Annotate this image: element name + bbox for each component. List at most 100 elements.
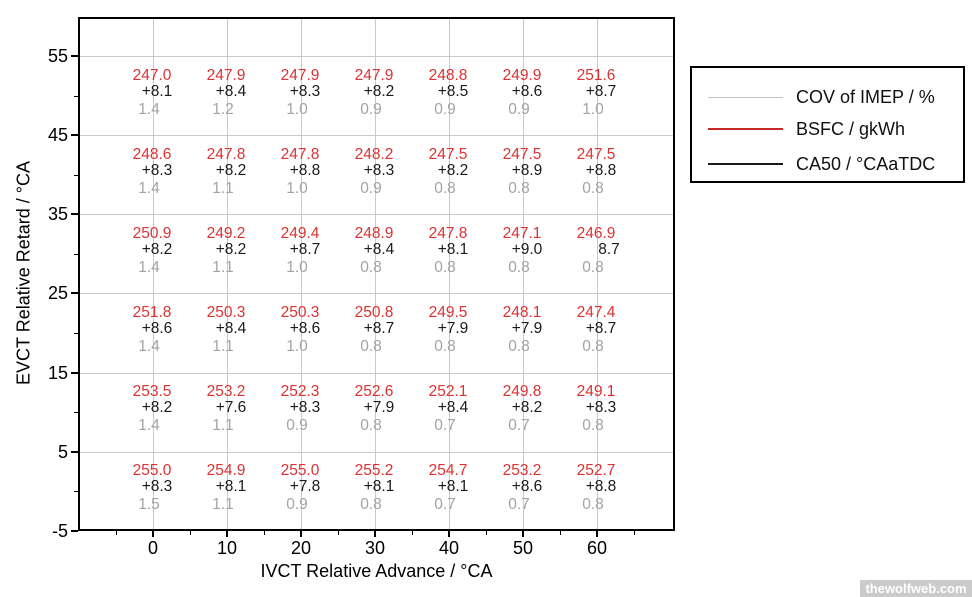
gridline-horizontal xyxy=(78,372,675,374)
bsfc-value-label: 253.2 xyxy=(206,383,246,401)
y-tick-label: 45 xyxy=(47,125,68,146)
legend-entry-bsfc: BSFC / gkWh xyxy=(708,118,905,140)
y-tick-label: 35 xyxy=(47,204,68,225)
y-major-tick xyxy=(71,54,78,57)
ca50-value-label: +8.4 xyxy=(437,399,469,417)
cov-value-label: 1.4 xyxy=(138,100,160,118)
bsfc-line-swatch xyxy=(708,128,783,130)
bsfc-value-label: 253.2 xyxy=(502,462,542,480)
cov-value-label: 0.7 xyxy=(434,496,456,514)
x-major-tick xyxy=(226,531,228,537)
x-minor-tick xyxy=(412,531,413,535)
ca50-value-label: +8.2 xyxy=(363,82,395,100)
x-major-tick xyxy=(300,531,302,537)
bsfc-value-label: 248.6 xyxy=(132,145,172,163)
x-minor-tick xyxy=(116,531,117,535)
cov-value-label: 0.9 xyxy=(360,179,382,197)
y-minor-tick xyxy=(74,333,78,335)
cov-value-label: 0.9 xyxy=(360,100,382,118)
bsfc-value-label: 251.6 xyxy=(576,66,616,84)
bsfc-value-label: 250.3 xyxy=(280,304,320,322)
cov-value-label: 0.7 xyxy=(434,417,456,435)
cov-value-label: 0.8 xyxy=(434,179,456,197)
x-tick-label: 30 xyxy=(364,538,386,558)
y-minor-tick xyxy=(74,491,78,493)
ca50-value-label: +8.4 xyxy=(215,82,247,100)
y-major-tick xyxy=(71,371,78,374)
ca50-value-label: +8.3 xyxy=(585,399,617,417)
gridline-horizontal xyxy=(78,293,675,295)
cov-value-label: 1.4 xyxy=(138,338,160,356)
bsfc-value-label: 248.8 xyxy=(428,66,468,84)
cov-value-label: 1.1 xyxy=(212,258,234,276)
ca50-value-label: +7.8 xyxy=(289,478,321,496)
ca50-value-label: +8.2 xyxy=(141,240,173,258)
x-major-tick xyxy=(596,531,598,537)
y-tick-label: -5 xyxy=(51,521,68,541)
ca50-value-label: +8.4 xyxy=(363,240,395,258)
ca50-value-label: +8.6 xyxy=(511,82,543,100)
cov-value-label: 0.9 xyxy=(434,100,456,118)
cov-value-label: 0.8 xyxy=(582,417,604,435)
ca50-value-label: +8.3 xyxy=(289,82,321,100)
bsfc-value-label: 247.0 xyxy=(132,66,172,84)
bsfc-value-label: 252.1 xyxy=(428,383,468,401)
ca50-value-label: +8.3 xyxy=(141,161,173,179)
ca50-value-label: 8.7 xyxy=(598,240,620,258)
ca50-value-label: +8.6 xyxy=(289,320,321,338)
cov-value-label: 0.9 xyxy=(508,100,530,118)
ca50-value-label: +8.8 xyxy=(585,478,617,496)
bsfc-value-label: 251.8 xyxy=(132,304,172,322)
cov-value-label: 1.5 xyxy=(138,496,160,514)
gridline-horizontal xyxy=(78,214,675,216)
bsfc-value-label: 248.2 xyxy=(354,145,394,163)
cov-value-label: 0.8 xyxy=(508,258,530,276)
cov-value-label: 0.8 xyxy=(582,258,604,276)
ca50-value-label: +8.7 xyxy=(585,320,617,338)
bsfc-value-label: 249.9 xyxy=(502,66,542,84)
bsfc-value-label: 247.8 xyxy=(280,145,320,163)
x-tick-label: 40 xyxy=(438,538,460,558)
y-minor-tick xyxy=(74,412,78,414)
x-tick-label: 0 xyxy=(147,538,158,558)
x-tick-label: 20 xyxy=(290,538,312,558)
ca50-value-label: +8.7 xyxy=(585,82,617,100)
cov-value-label: 0.8 xyxy=(582,338,604,356)
cov-line-swatch xyxy=(708,96,783,98)
plot-area: 0 10 20 30 40 50 60 55 45 35 25 15 5 -5 247.0 +8.1 1.4 24… xyxy=(48,17,675,557)
y-tick-label: 25 xyxy=(47,283,68,304)
cov-value-label: 0.8 xyxy=(360,496,382,514)
gridline-horizontal xyxy=(78,135,675,137)
ca50-value-label: +9.0 xyxy=(511,240,543,258)
bsfc-value-label: 253.5 xyxy=(132,383,172,401)
cov-value-label: 0.8 xyxy=(360,338,382,356)
gridline-vertical xyxy=(449,17,450,531)
bsfc-value-label: 254.7 xyxy=(428,462,468,480)
gridline-horizontal xyxy=(78,451,675,453)
cov-value-label: 0.9 xyxy=(286,496,308,514)
cov-value-label: 0.8 xyxy=(434,338,456,356)
x-axis-title: IVCT Relative Advance / °CA xyxy=(260,561,493,581)
ca50-value-label: +7.9 xyxy=(363,399,395,417)
bsfc-value-label: 250.3 xyxy=(206,304,246,322)
cov-value-label: 1.2 xyxy=(212,100,234,118)
cov-value-label: 1.4 xyxy=(138,179,160,197)
bsfc-value-label: 247.5 xyxy=(502,145,542,163)
ca50-value-label: +8.7 xyxy=(289,240,321,258)
x-minor-tick xyxy=(560,531,561,535)
bsfc-value-label: 248.1 xyxy=(502,304,542,322)
gridline-vertical xyxy=(153,17,154,531)
bsfc-value-label: 247.4 xyxy=(576,304,616,322)
cov-value-label: 0.8 xyxy=(508,338,530,356)
x-tick-label: 10 xyxy=(216,538,238,558)
ca50-value-label: +8.1 xyxy=(437,478,469,496)
ca50-value-label: +8.3 xyxy=(363,161,395,179)
legend-label-ca50: CA50 / °CAaTDC xyxy=(796,153,936,174)
bsfc-value-label: 249.1 xyxy=(576,383,616,401)
bsfc-value-label: 247.5 xyxy=(576,145,616,163)
y-tick-label: 55 xyxy=(47,45,68,66)
x-major-tick xyxy=(522,531,524,537)
bsfc-value-label: 246.9 xyxy=(576,224,616,242)
cov-value-label: 1.1 xyxy=(212,179,234,197)
watermark: thewolfweb.com xyxy=(860,580,972,597)
